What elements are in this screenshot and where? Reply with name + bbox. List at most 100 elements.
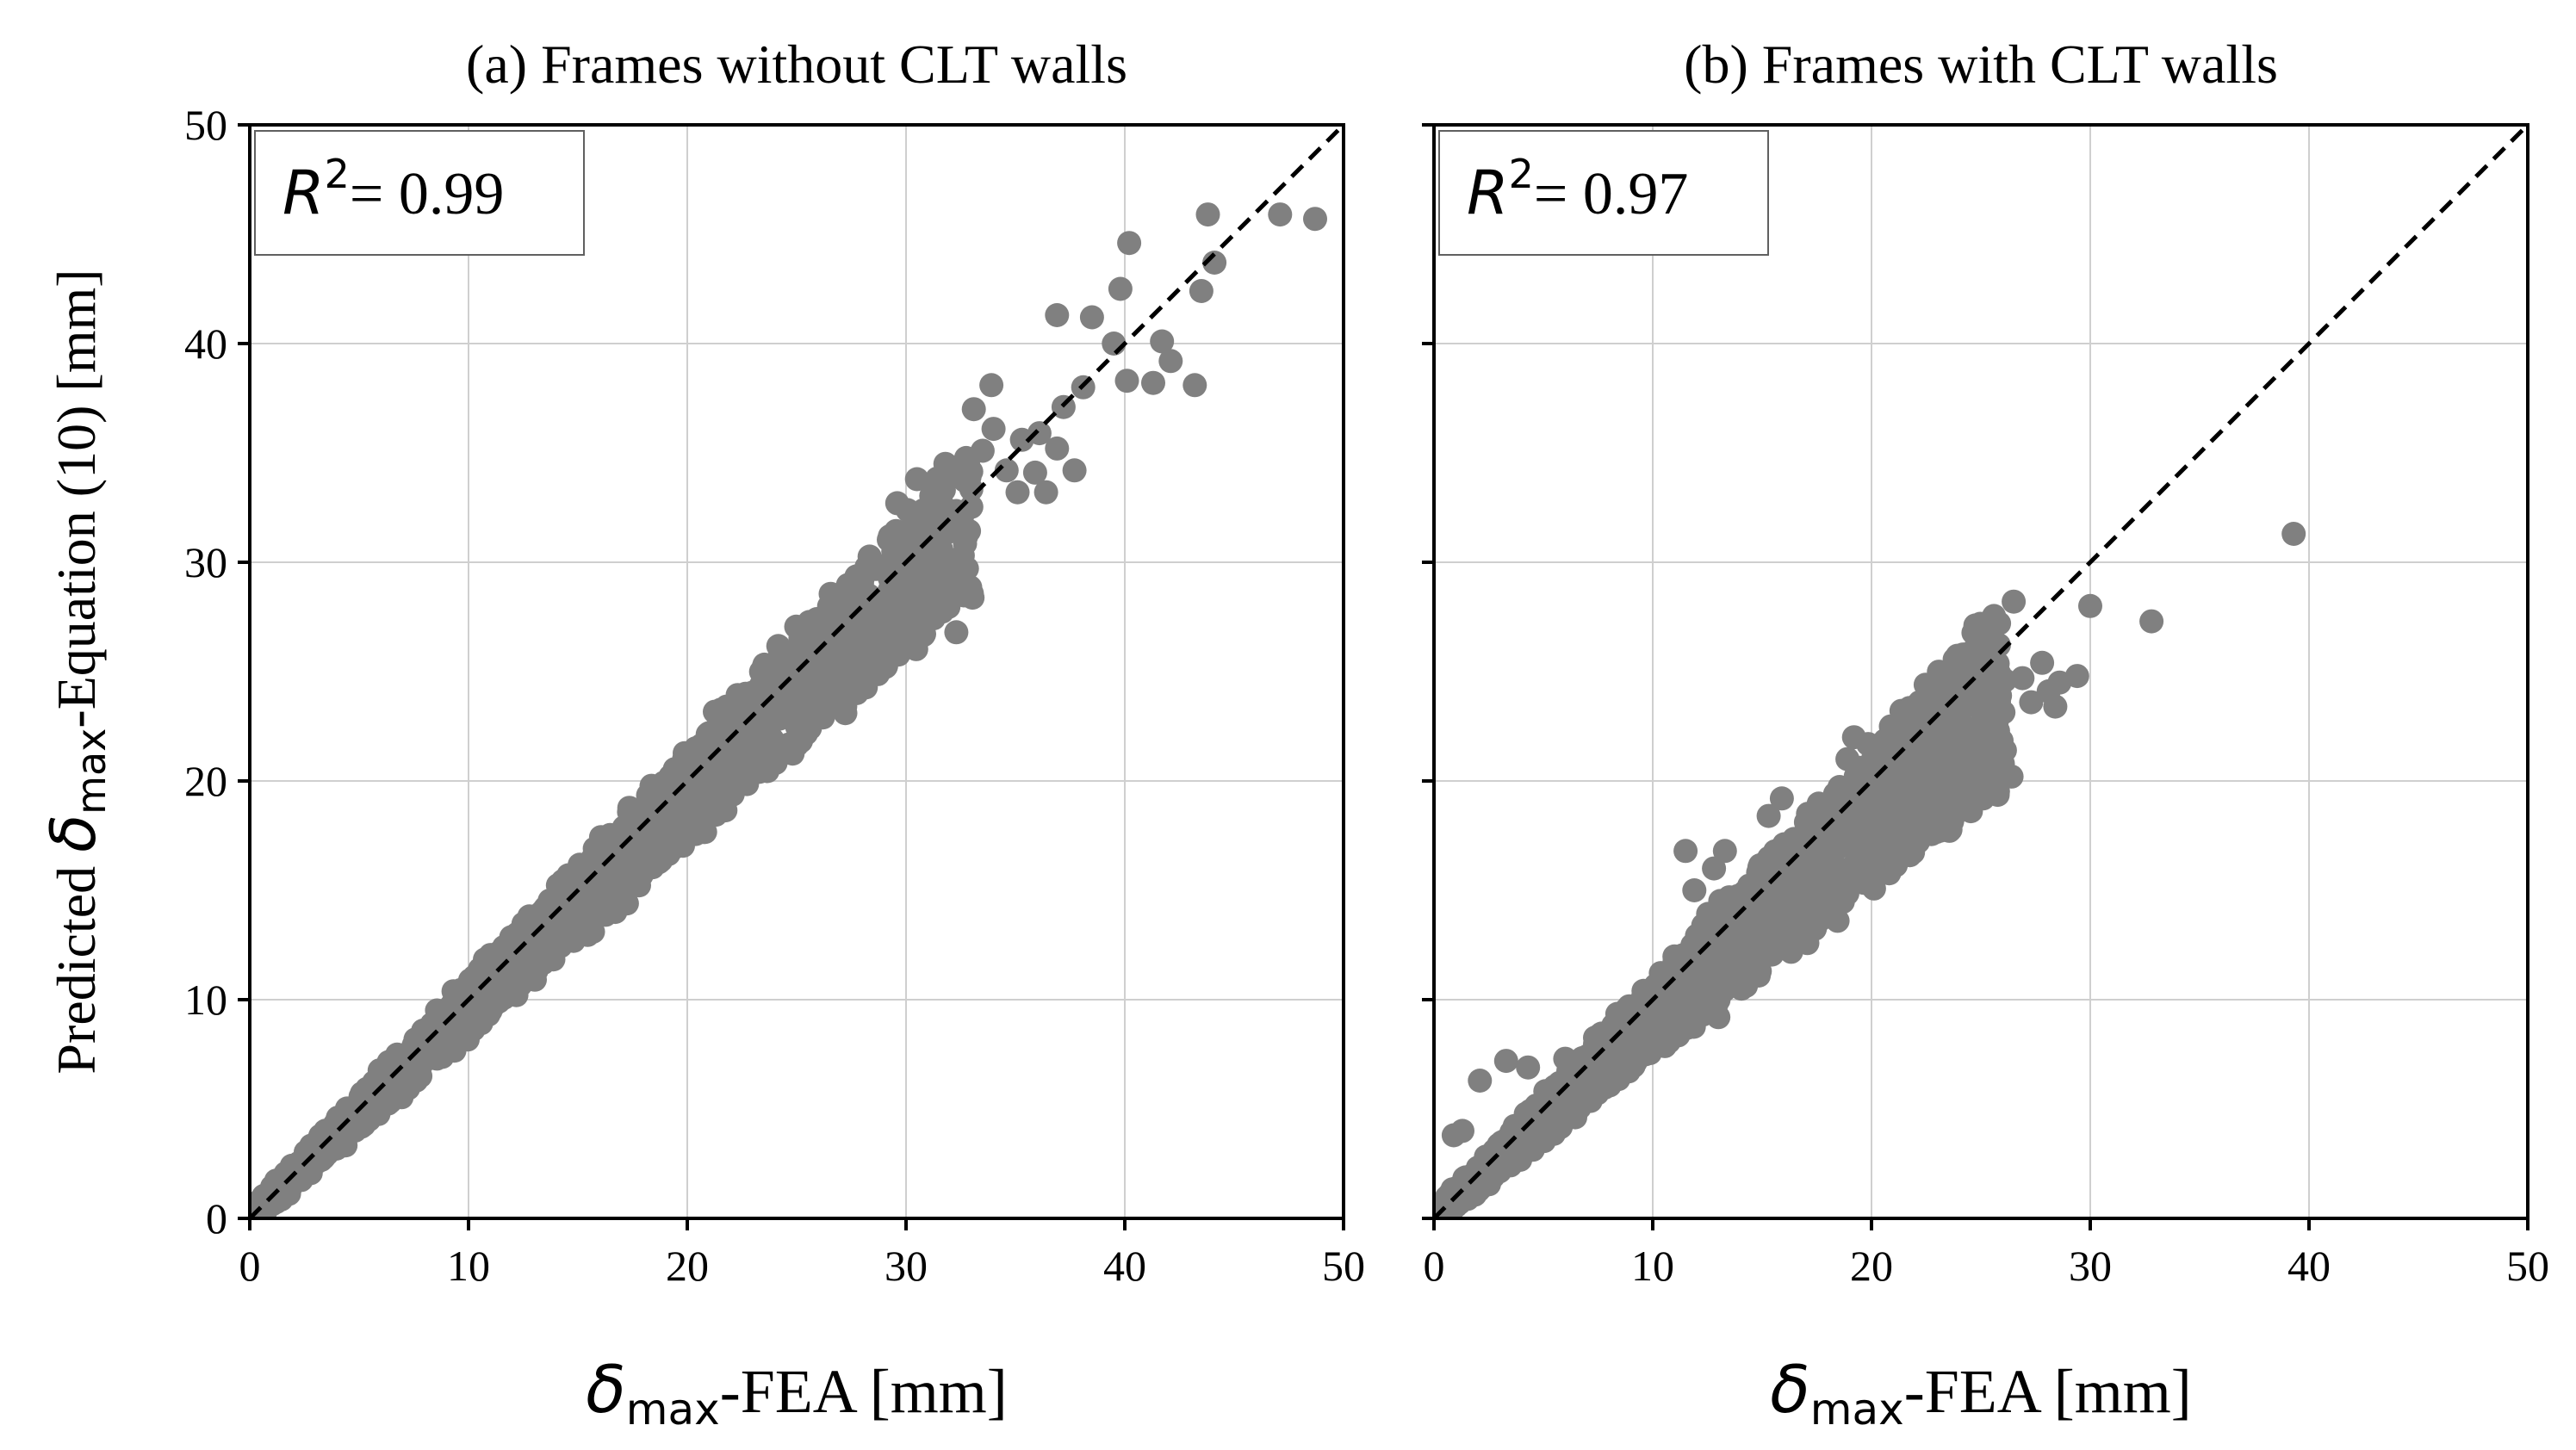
panel-b-outlier-point-28 — [1796, 802, 1821, 827]
panel-b-point — [1772, 892, 1797, 917]
panel-a-outlier-point-6 — [1108, 276, 1133, 301]
panel-a-point — [548, 930, 573, 955]
panel-a-point — [859, 611, 883, 636]
panel-a-point — [884, 518, 909, 543]
panel-a-point — [877, 607, 901, 632]
panel-a-point — [711, 700, 736, 725]
panel-a-point — [355, 1076, 380, 1101]
panel-b-point — [1706, 988, 1731, 1013]
panel-a-point — [779, 672, 804, 697]
panel-b-point — [1987, 611, 2012, 635]
panel-a-point — [526, 951, 551, 976]
panel-a-point — [711, 784, 736, 809]
panel-b-outlier-point-6 — [2030, 650, 2055, 675]
panel-b-outlier-point-0 — [2281, 522, 2306, 546]
panel-a-outlier-point-11 — [1158, 349, 1183, 374]
panel-a-point — [500, 959, 525, 984]
panel-b-outlier-point-32 — [1940, 773, 1965, 798]
panel-a-point — [766, 743, 790, 768]
panel-b-point — [1698, 908, 1723, 933]
panel-a-point — [883, 556, 908, 581]
panel-b-points — [1434, 522, 2306, 1218]
panel-b-xtick-label-3: 30 — [2069, 1242, 2112, 1290]
panel-a-xtick-label-2: 20 — [666, 1242, 709, 1290]
panel-a-outlier-point-30 — [957, 464, 982, 489]
panel-b-axes-frame — [1432, 123, 2529, 1220]
panel-b-outlier-point-9 — [1992, 668, 2017, 693]
panel-b-outlier-point-41 — [1516, 1055, 1541, 1080]
panel-a-axes-frame — [248, 123, 1345, 1220]
panel-a-xtick-label-1: 10 — [447, 1242, 490, 1290]
panel-a-point — [476, 994, 500, 1019]
panel-a-outlier-point-3 — [1202, 251, 1227, 275]
panel-b-with-clt: (b) Frames with CLT walls 0 10 20 30 40 50 R2… — [1422, 34, 2549, 1435]
panel-a-point — [733, 740, 758, 765]
panel-b-point — [1673, 1001, 1698, 1026]
panel-b-point — [1803, 913, 1828, 938]
panel-a-point — [402, 1047, 427, 1072]
panel-b-outlier-point-37 — [1760, 921, 1785, 946]
panel-b-xtick-label-2: 20 — [1850, 1242, 1893, 1290]
panel-b-point — [1897, 747, 1922, 772]
panel-a-points — [250, 202, 1327, 1218]
panel-a-point — [740, 758, 765, 783]
panel-a-point — [254, 1198, 278, 1218]
panel-a-title: (a) Frames without CLT walls — [466, 34, 1127, 95]
panel-b-xtick-label-4: 40 — [2287, 1242, 2331, 1290]
panel-a-point — [895, 589, 920, 614]
panel-b-outlier-point-34 — [1971, 786, 1996, 811]
panel-a-point — [529, 922, 554, 947]
panel-b-point — [1666, 1023, 1691, 1048]
panel-a-outlier-point-1 — [1268, 202, 1293, 227]
panel-b-outlier-point-25 — [1682, 878, 1707, 902]
panel-b-xtick-label-0: 0 — [1424, 1242, 1445, 1290]
panel-a-point — [683, 821, 708, 846]
panel-a-point — [545, 873, 570, 898]
panel-b-point — [1924, 820, 1948, 845]
panel-a-outlier-point-19 — [1005, 480, 1030, 505]
panel-b-point — [1677, 954, 1702, 979]
panel-a-y-ticks: 0 10 20 30 40 50 — [184, 101, 250, 1242]
panel-a-point — [387, 1062, 412, 1087]
panel-b-point — [1991, 700, 2016, 725]
panel-a-point — [937, 519, 962, 544]
panel-b-outlier-point-22 — [1769, 786, 1794, 811]
panel-a-point — [689, 733, 714, 758]
panel-a-point — [564, 914, 589, 939]
panel-b-point — [1629, 1041, 1654, 1066]
panel-b-point — [1723, 913, 1748, 938]
panel-a-outlier-point-16 — [1045, 436, 1070, 461]
panel-a-point — [333, 1133, 358, 1158]
panel-a-point — [707, 730, 732, 755]
panel-a-outlier-point-20 — [994, 458, 1019, 483]
panel-a-point — [798, 616, 823, 641]
panel-b-point — [1707, 934, 1732, 959]
panel-a-outlier-point-7 — [1079, 305, 1104, 330]
panel-a-point — [941, 552, 965, 577]
panel-a-outlier-point-34 — [916, 511, 940, 536]
panel-b-outlier-point-38 — [1708, 964, 1733, 988]
panel-a-outlier-point-2 — [1195, 202, 1220, 227]
panel-b-point — [1912, 776, 1937, 801]
panel-a-outlier-point-9 — [1114, 369, 1139, 393]
panel-b-point — [1760, 942, 1785, 967]
panel-a-outlier-point-18 — [1022, 460, 1047, 485]
panel-b-outlier-point-10 — [2019, 690, 2044, 715]
panel-b-outlier-point-21 — [1921, 729, 1946, 754]
panel-b-outlier-point-11 — [2043, 694, 2068, 719]
panel-a-point — [909, 551, 934, 576]
panel-a-point — [272, 1180, 297, 1205]
panel-a-point — [568, 852, 593, 877]
panel-b-outlier-point-5 — [2002, 589, 2027, 614]
panel-a-without-clt: (a) Frames without CLT walls 0 10 20 30 40 50… — [184, 34, 1365, 1435]
panel-b-outlier-point-24 — [1673, 839, 1698, 864]
panel-a-xtick-label-0: 0 — [239, 1242, 261, 1290]
panel-a-point — [748, 688, 773, 713]
panel-a-ytick-label-5: 50 — [184, 101, 227, 149]
panel-a-point — [767, 646, 791, 671]
panel-b-point — [1828, 825, 1853, 850]
panel-a-ytick-label-2: 20 — [184, 757, 227, 805]
panel-a-outlier-point-27 — [944, 620, 969, 645]
panel-b-x-axis-label: δmax-FEA [mm] — [1770, 1351, 2191, 1435]
